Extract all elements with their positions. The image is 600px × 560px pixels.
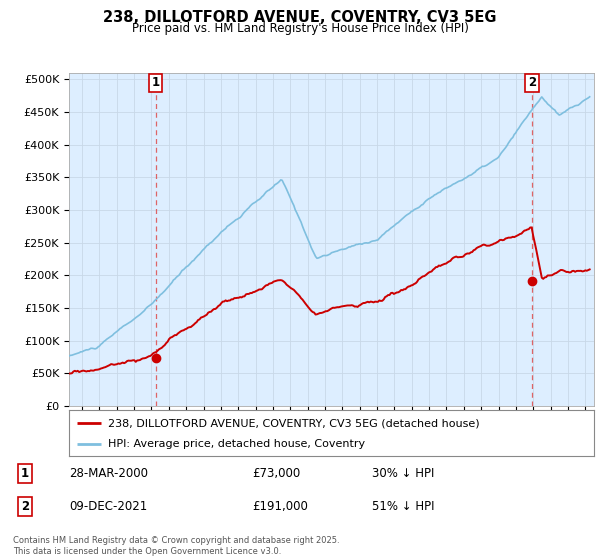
- Text: 1: 1: [152, 76, 160, 89]
- Text: 238, DILLOTFORD AVENUE, COVENTRY, CV3 5EG (detached house): 238, DILLOTFORD AVENUE, COVENTRY, CV3 5E…: [109, 418, 480, 428]
- Text: 238, DILLOTFORD AVENUE, COVENTRY, CV3 5EG: 238, DILLOTFORD AVENUE, COVENTRY, CV3 5E…: [103, 10, 497, 25]
- Text: HPI: Average price, detached house, Coventry: HPI: Average price, detached house, Cove…: [109, 438, 365, 449]
- Text: Contains HM Land Registry data © Crown copyright and database right 2025.
This d: Contains HM Land Registry data © Crown c…: [13, 536, 340, 556]
- Text: 09-DEC-2021: 09-DEC-2021: [69, 500, 147, 514]
- Text: £191,000: £191,000: [252, 500, 308, 514]
- Text: 30% ↓ HPI: 30% ↓ HPI: [372, 466, 434, 480]
- Text: 1: 1: [21, 466, 29, 480]
- Text: 28-MAR-2000: 28-MAR-2000: [69, 466, 148, 480]
- Text: 2: 2: [21, 500, 29, 514]
- Text: 51% ↓ HPI: 51% ↓ HPI: [372, 500, 434, 514]
- Text: Price paid vs. HM Land Registry's House Price Index (HPI): Price paid vs. HM Land Registry's House …: [131, 22, 469, 35]
- Text: 2: 2: [528, 76, 536, 89]
- Text: £73,000: £73,000: [252, 466, 300, 480]
